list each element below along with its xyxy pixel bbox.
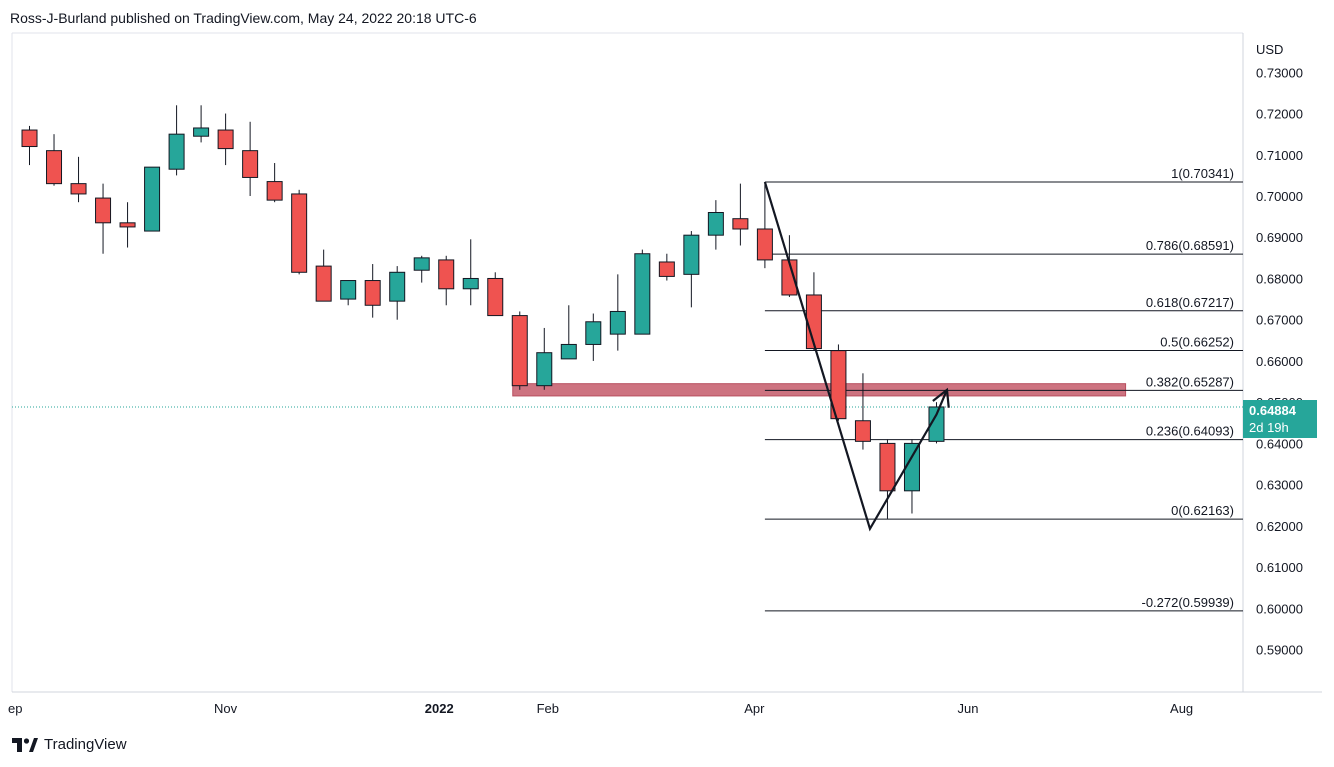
fib-level-label: 0(0.62163) bbox=[1171, 503, 1234, 518]
candle-down bbox=[732, 218, 749, 230]
projection-arrowhead bbox=[932, 387, 950, 408]
price-tick-label: 0.66000 bbox=[1256, 354, 1303, 369]
current-price-value: 0.64884 bbox=[1249, 403, 1296, 418]
candle-up bbox=[585, 321, 602, 345]
drawn-path bbox=[763, 181, 950, 532]
tradingview-logo-icon[interactable] bbox=[12, 737, 38, 752]
candle-up bbox=[413, 257, 430, 271]
candle-down bbox=[242, 150, 259, 178]
candle-down bbox=[487, 277, 504, 317]
candle-up bbox=[707, 212, 724, 236]
fib-level-label: 0.786(0.68591) bbox=[1146, 238, 1234, 253]
price-tick-label: 0.62000 bbox=[1256, 519, 1303, 534]
price-tick-label: 0.67000 bbox=[1256, 313, 1303, 328]
candle-countdown: 2d 19h bbox=[1249, 420, 1289, 435]
fibonacci-retracement: 1(0.70341) 0.786(0.68591) 0.618(0.67217) 0.… bbox=[764, 166, 1243, 612]
price-tick-label: 0.64000 bbox=[1256, 436, 1303, 451]
resistance-zone-rect bbox=[512, 383, 1127, 397]
time-tick-label: Aug bbox=[1170, 701, 1193, 716]
price-tick-label: 0.70000 bbox=[1256, 189, 1303, 204]
price-tick-label: 0.69000 bbox=[1256, 230, 1303, 245]
fib-level-label: 0.236(0.64093) bbox=[1146, 424, 1234, 439]
price-tick-label: 0.72000 bbox=[1256, 107, 1303, 122]
candle-up bbox=[193, 127, 210, 137]
candle-down bbox=[658, 261, 675, 277]
price-tick-label: 0.73000 bbox=[1256, 65, 1303, 80]
price-axis: USD 0.73000 0.72000 0.71000 0.70000 0.69000 0.… bbox=[1256, 42, 1303, 658]
candles bbox=[21, 105, 945, 519]
candle-down bbox=[315, 265, 332, 302]
candle-down bbox=[119, 222, 136, 228]
candle-up bbox=[536, 352, 553, 387]
candle-up bbox=[462, 277, 479, 290]
candle-down bbox=[217, 129, 234, 150]
candle-down bbox=[511, 315, 528, 387]
candle-down bbox=[266, 181, 283, 201]
candle-up bbox=[609, 310, 626, 335]
resistance-zone bbox=[512, 383, 1127, 397]
price-tick-label: 0.71000 bbox=[1256, 148, 1303, 163]
candle-down bbox=[21, 129, 38, 148]
current-price-badge: 0.64884 2d 19h bbox=[1243, 400, 1317, 438]
fib-level-label: 0.382(0.65287) bbox=[1146, 374, 1234, 389]
candle-up bbox=[683, 234, 700, 275]
candle-down bbox=[364, 280, 381, 306]
candle-up bbox=[903, 442, 920, 492]
time-tick-label: 2022 bbox=[425, 701, 454, 716]
candle-down bbox=[291, 193, 308, 273]
candle-down bbox=[95, 197, 112, 224]
time-tick-label: Nov bbox=[214, 701, 238, 716]
time-tick-label: Apr bbox=[744, 701, 765, 716]
candle-up bbox=[634, 253, 651, 335]
candle-down bbox=[854, 420, 871, 442]
candle-down bbox=[46, 150, 63, 185]
candle-up bbox=[928, 406, 945, 442]
candle-up bbox=[168, 133, 185, 170]
projection-line bbox=[763, 181, 949, 532]
footer: TradingView bbox=[12, 736, 127, 753]
price-tick-label: 0.61000 bbox=[1256, 560, 1303, 575]
price-tick-label: 0.60000 bbox=[1256, 601, 1303, 616]
publisher-header: Ross-J-Burland published on TradingView.… bbox=[10, 10, 477, 26]
time-tick-label: Jun bbox=[958, 701, 979, 716]
fib-level-label: 0.618(0.67217) bbox=[1146, 295, 1234, 310]
chart-grid bbox=[11, 32, 1322, 693]
price-tick-label: 0.63000 bbox=[1256, 478, 1303, 493]
candle-up bbox=[560, 343, 577, 360]
candle-down bbox=[830, 350, 847, 420]
candle-down bbox=[70, 183, 87, 195]
time-axis: ep Nov 2022 Feb Apr Jun Aug bbox=[8, 701, 1193, 716]
fib-level-label: 0.5(0.66252) bbox=[1160, 335, 1234, 350]
tradingview-brand[interactable]: TradingView bbox=[44, 736, 127, 753]
fib-level-label: -0.272(0.59939) bbox=[1141, 595, 1234, 610]
candle-down bbox=[879, 442, 896, 492]
candle-down bbox=[438, 259, 455, 290]
time-tick-label: Feb bbox=[537, 701, 559, 716]
candle-up bbox=[389, 271, 406, 302]
time-tick-label: ep bbox=[8, 701, 22, 716]
price-tick-label: 0.68000 bbox=[1256, 271, 1303, 286]
candle-up bbox=[340, 280, 357, 300]
currency-label: USD bbox=[1256, 42, 1283, 57]
price-tick-label: 0.59000 bbox=[1256, 643, 1303, 658]
candle-up bbox=[144, 166, 161, 232]
fib-level-label: 1(0.70341) bbox=[1171, 166, 1234, 181]
candle-down bbox=[756, 228, 773, 261]
